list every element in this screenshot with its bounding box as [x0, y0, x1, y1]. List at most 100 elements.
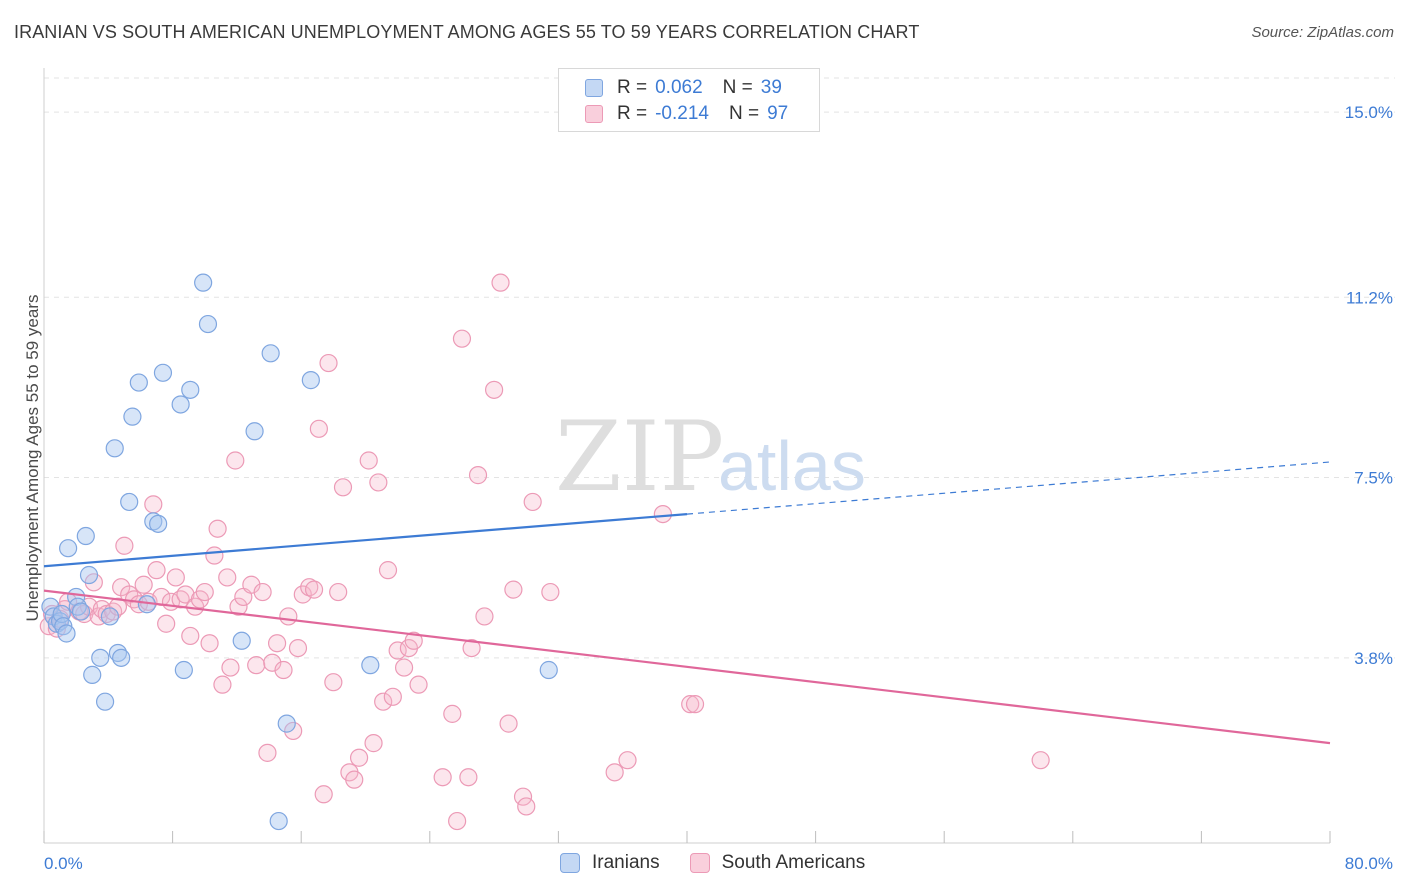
- iranian-point: [108, 643, 128, 663]
- south-american-point: [517, 797, 536, 816]
- south-american-point: [229, 597, 248, 616]
- south-american-point: [605, 763, 624, 782]
- source-label: Source: ZipAtlas.com: [1251, 24, 1394, 41]
- south-american-point: [200, 634, 219, 653]
- south-american-point: [279, 607, 298, 626]
- south-american-point: [409, 675, 428, 694]
- south-american-point: [157, 614, 176, 633]
- watermark-zip: ZIP: [555, 401, 724, 513]
- south-american-point: [499, 714, 518, 733]
- south-american-point: [383, 687, 402, 706]
- south-american-point: [685, 695, 705, 714]
- iranian-point: [91, 648, 110, 667]
- iranian-point: [71, 602, 91, 621]
- south-american-point: [462, 638, 481, 658]
- legend-swatch-iranians: [585, 79, 603, 97]
- south-american-point: [618, 751, 637, 770]
- south-americans-points: [39, 273, 1050, 831]
- tick-labels: 3.8% 7.5% 11.2% 15.0% 0.0% 80.0%: [44, 103, 1393, 873]
- iranian-point: [245, 422, 264, 441]
- south-american-point: [452, 329, 472, 348]
- series-swatch-iranians: [560, 853, 580, 873]
- y-tick-label: 11.2%: [1346, 288, 1393, 307]
- legend-r-value: -0.214: [655, 103, 709, 124]
- south-american-point: [359, 451, 378, 470]
- iranian-point: [269, 811, 288, 831]
- south-american-point: [1031, 751, 1050, 770]
- iranians-points: [41, 273, 558, 831]
- south-american-point: [345, 770, 364, 789]
- south-american-point: [304, 580, 324, 599]
- south-american-point: [448, 811, 467, 831]
- south-american-point: [394, 658, 414, 677]
- south-american-point: [267, 634, 287, 653]
- south-american-point: [369, 473, 388, 492]
- legend-r-label: R =: [617, 77, 648, 98]
- x-tick-label: 80.0%: [1345, 854, 1393, 873]
- south-american-point: [115, 536, 134, 555]
- iranian-point: [129, 373, 148, 392]
- series-swatch-south-americans: [689, 853, 710, 873]
- south-american-point: [300, 578, 319, 597]
- chart-title: IRANIAN VS SOUTH AMERICAN UNEMPLOYMENT A…: [14, 22, 920, 42]
- iranian-point: [181, 380, 200, 399]
- legend-swatch-south-americans: [585, 105, 603, 123]
- y-axis-label: Unemployment Among Ages 55 to 59 years: [23, 295, 42, 622]
- iranian-point: [301, 371, 320, 390]
- south-american-point: [274, 660, 293, 680]
- series-label-south-americans: South Americans: [721, 852, 866, 873]
- south-american-point: [221, 658, 240, 677]
- south-american-point: [226, 451, 245, 470]
- iranian-point: [123, 407, 142, 426]
- south-american-point: [284, 721, 303, 741]
- south-american-point: [181, 626, 200, 646]
- iranian-point: [174, 660, 193, 680]
- south-american-point: [504, 580, 523, 599]
- iranian-point: [100, 607, 120, 626]
- south-american-point: [205, 546, 224, 565]
- trend-lines: [43, 461, 1331, 745]
- south-american-point: [258, 743, 277, 762]
- south-american-point: [293, 585, 312, 604]
- legend-r-value: 0.062: [655, 77, 703, 98]
- south-american-point: [288, 638, 308, 658]
- iranian-point: [198, 314, 218, 334]
- iranian-point: [171, 395, 190, 414]
- iranian-point: [261, 344, 280, 363]
- iranian-point: [105, 439, 124, 458]
- south-american-point: [166, 568, 185, 587]
- south-american-point: [459, 768, 478, 787]
- iranian-point: [57, 624, 76, 643]
- iranian-point: [149, 514, 168, 533]
- legend-n-label: N =: [722, 77, 753, 98]
- south-american-point: [242, 575, 261, 594]
- series-legend-south-americans: South Americans: [689, 852, 866, 874]
- south-american-point: [364, 734, 383, 753]
- iranian-point: [232, 631, 251, 650]
- iranian-point: [76, 526, 95, 546]
- series-label-iranians: Iranians: [592, 852, 660, 873]
- south-american-point: [681, 695, 700, 714]
- south-american-point: [213, 675, 232, 694]
- south-american-point: [314, 785, 333, 804]
- south-american-point: [324, 673, 343, 692]
- grid-lines: [44, 77, 1395, 659]
- legend-n-value: 39: [760, 77, 782, 98]
- iranian-point: [59, 539, 78, 558]
- iranian-point: [277, 714, 296, 733]
- iranian-point: [144, 512, 163, 531]
- iranian-point: [194, 273, 213, 292]
- iranian-point: [95, 692, 115, 711]
- south-american-point: [263, 653, 282, 672]
- iranian-point: [83, 665, 102, 684]
- south-american-point: [218, 568, 237, 587]
- south-american-point: [147, 561, 166, 580]
- axes: [43, 68, 1331, 844]
- iranian-point: [120, 492, 139, 512]
- south-american-point: [333, 478, 353, 497]
- south-american-point: [208, 519, 227, 538]
- legend-row-south-americans: R = -0.214 N = 97: [585, 101, 788, 127]
- south-american-point: [443, 704, 462, 723]
- iranian-point: [79, 565, 99, 585]
- south-american-point: [523, 492, 542, 512]
